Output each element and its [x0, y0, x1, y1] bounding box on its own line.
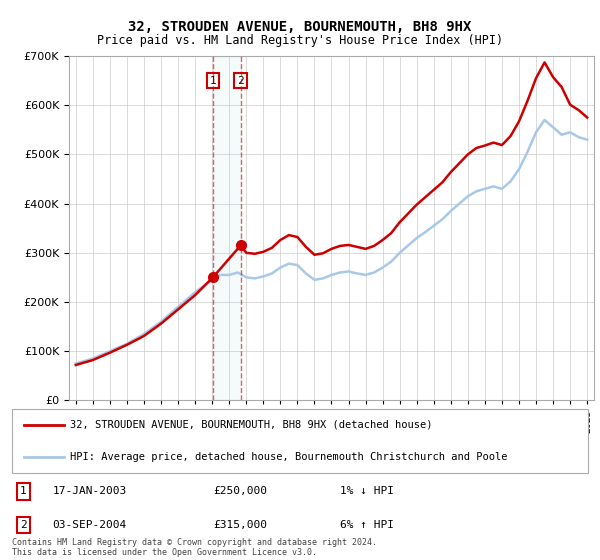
Text: £315,000: £315,000 — [214, 520, 268, 530]
Text: 03-SEP-2004: 03-SEP-2004 — [52, 520, 127, 530]
Bar — [213, 56, 241, 400]
Text: 1: 1 — [20, 487, 27, 496]
Text: 17-JAN-2003: 17-JAN-2003 — [52, 487, 127, 496]
Text: HPI: Average price, detached house, Bournemouth Christchurch and Poole: HPI: Average price, detached house, Bour… — [70, 452, 507, 462]
Text: 2: 2 — [20, 520, 27, 530]
Text: 1% ↓ HPI: 1% ↓ HPI — [340, 487, 394, 496]
Text: Price paid vs. HM Land Registry's House Price Index (HPI): Price paid vs. HM Land Registry's House … — [97, 34, 503, 46]
Text: 1: 1 — [209, 76, 216, 86]
Text: 2: 2 — [237, 76, 244, 86]
Text: 6% ↑ HPI: 6% ↑ HPI — [340, 520, 394, 530]
Text: 32, STROUDEN AVENUE, BOURNEMOUTH, BH8 9HX (detached house): 32, STROUDEN AVENUE, BOURNEMOUTH, BH8 9H… — [70, 420, 432, 430]
Text: 32, STROUDEN AVENUE, BOURNEMOUTH, BH8 9HX: 32, STROUDEN AVENUE, BOURNEMOUTH, BH8 9H… — [128, 20, 472, 34]
Text: Contains HM Land Registry data © Crown copyright and database right 2024.
This d: Contains HM Land Registry data © Crown c… — [12, 538, 377, 557]
Text: £250,000: £250,000 — [214, 487, 268, 496]
